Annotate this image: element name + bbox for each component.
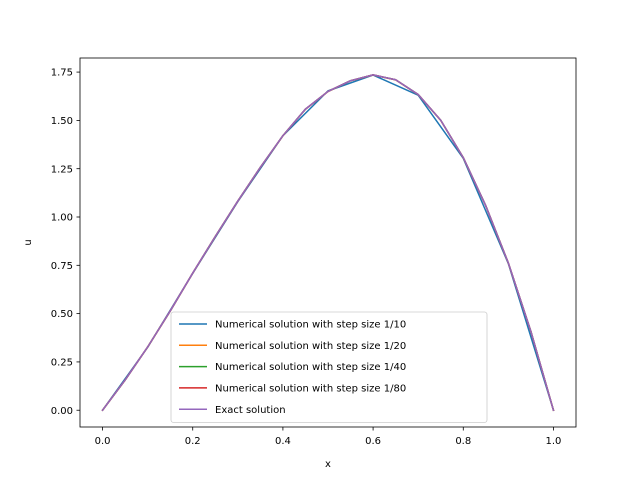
legend-label-2: Numerical solution with step size 1/20	[215, 341, 406, 352]
legend-box	[170, 311, 488, 423]
y-tick-label: 0.25	[51, 358, 73, 369]
legend-label-3: Numerical solution with step size 1/40	[215, 362, 406, 373]
x-tick-label: 0.4	[275, 436, 291, 447]
legend: Numerical solution with step size 1/10 Nu…	[170, 311, 488, 423]
x-tick-label: 0.0	[95, 436, 111, 447]
x-axis-label: x	[325, 459, 331, 470]
y-tick-label: 1.25	[51, 164, 73, 175]
series-line-5	[101, 74, 555, 412]
y-tick-label: 0.75	[51, 261, 73, 272]
legend-label-5: Exact solution	[215, 405, 286, 416]
series-layer	[101, 74, 555, 412]
x-tick-label: 0.2	[185, 436, 201, 447]
y-axis-label: u	[23, 239, 34, 245]
axis-layer: 0.0 0.2 0.4 0.6 0.8 1.0 0.00 0.25 0.50 0.75 1.00 1.…	[51, 68, 562, 447]
x-tick-label: 0.6	[365, 436, 381, 447]
x-tick-label: 0.8	[455, 436, 471, 447]
y-tick-label: 1.00	[51, 213, 73, 224]
x-tick-label: 1.0	[546, 436, 562, 447]
y-tick-label: 0.00	[51, 406, 73, 417]
legend-label-4: Numerical solution with step size 1/80	[215, 384, 406, 395]
y-tick-label: 1.50	[51, 116, 73, 127]
plot-frame	[79, 57, 577, 428]
y-tick-label: 0.50	[51, 309, 73, 320]
y-tick-label: 1.75	[51, 68, 73, 79]
legend-label-1: Numerical solution with step size 1/10	[215, 320, 406, 331]
